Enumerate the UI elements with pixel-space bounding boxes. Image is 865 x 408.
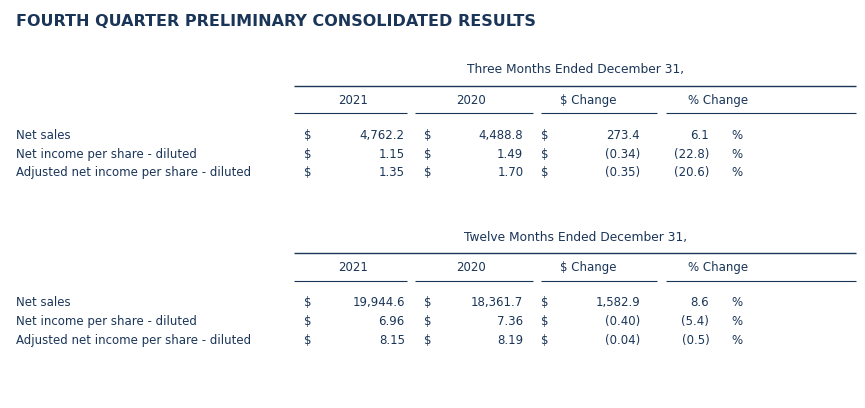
Text: $: $	[304, 315, 312, 328]
Text: %: %	[731, 315, 742, 328]
Text: Adjusted net income per share - diluted: Adjusted net income per share - diluted	[16, 166, 251, 180]
Text: 1.49: 1.49	[497, 148, 523, 161]
Text: 4,488.8: 4,488.8	[478, 129, 523, 142]
Text: Net income per share - diluted: Net income per share - diluted	[16, 148, 196, 161]
Text: Net income per share - diluted: Net income per share - diluted	[16, 315, 196, 328]
Text: (0.04): (0.04)	[605, 334, 640, 347]
Text: Net sales: Net sales	[16, 129, 70, 142]
Text: %: %	[731, 166, 742, 180]
Text: $: $	[424, 296, 432, 309]
Text: (0.40): (0.40)	[605, 315, 640, 328]
Text: % Change: % Change	[688, 94, 748, 107]
Text: 8.15: 8.15	[379, 334, 405, 347]
Text: $: $	[424, 334, 432, 347]
Text: $ Change: $ Change	[560, 94, 617, 107]
Text: $: $	[424, 129, 432, 142]
Text: 273.4: 273.4	[606, 129, 640, 142]
Text: Net sales: Net sales	[16, 296, 70, 309]
Text: 8.19: 8.19	[497, 334, 523, 347]
Text: 19,944.6: 19,944.6	[352, 296, 405, 309]
Text: Twelve Months Ended December 31,: Twelve Months Ended December 31,	[464, 231, 687, 244]
Text: (0.5): (0.5)	[682, 334, 709, 347]
Text: $: $	[541, 166, 548, 180]
Text: 4,762.2: 4,762.2	[360, 129, 405, 142]
Text: $: $	[304, 129, 312, 142]
Text: $: $	[541, 148, 548, 161]
Text: $: $	[541, 129, 548, 142]
Text: $: $	[304, 334, 312, 347]
Text: 18,361.7: 18,361.7	[471, 296, 523, 309]
Text: $: $	[541, 334, 548, 347]
Text: 2021: 2021	[338, 94, 368, 107]
Text: $: $	[424, 315, 432, 328]
Text: 2020: 2020	[457, 94, 486, 107]
Text: $: $	[424, 148, 432, 161]
Text: 6.1: 6.1	[690, 129, 709, 142]
Text: $: $	[304, 296, 312, 309]
Text: 1,582.9: 1,582.9	[595, 296, 640, 309]
Text: $: $	[304, 148, 312, 161]
Text: %: %	[731, 148, 742, 161]
Text: %: %	[731, 296, 742, 309]
Text: (5.4): (5.4)	[682, 315, 709, 328]
Text: 2021: 2021	[338, 261, 368, 274]
Text: (20.6): (20.6)	[674, 166, 709, 180]
Text: 1.15: 1.15	[379, 148, 405, 161]
Text: FOURTH QUARTER PRELIMINARY CONSOLIDATED RESULTS: FOURTH QUARTER PRELIMINARY CONSOLIDATED …	[16, 14, 535, 29]
Text: $: $	[541, 296, 548, 309]
Text: %: %	[731, 129, 742, 142]
Text: 6.96: 6.96	[379, 315, 405, 328]
Text: Three Months Ended December 31,: Three Months Ended December 31,	[466, 63, 684, 76]
Text: $: $	[424, 166, 432, 180]
Text: $: $	[304, 166, 312, 180]
Text: (0.35): (0.35)	[605, 166, 640, 180]
Text: Adjusted net income per share - diluted: Adjusted net income per share - diluted	[16, 334, 251, 347]
Text: 8.6: 8.6	[690, 296, 709, 309]
Text: (22.8): (22.8)	[674, 148, 709, 161]
Text: % Change: % Change	[688, 261, 748, 274]
Text: 7.36: 7.36	[497, 315, 523, 328]
Text: %: %	[731, 334, 742, 347]
Text: 1.35: 1.35	[379, 166, 405, 180]
Text: (0.34): (0.34)	[605, 148, 640, 161]
Text: 1.70: 1.70	[497, 166, 523, 180]
Text: 2020: 2020	[457, 261, 486, 274]
Text: $ Change: $ Change	[560, 261, 617, 274]
Text: $: $	[541, 315, 548, 328]
